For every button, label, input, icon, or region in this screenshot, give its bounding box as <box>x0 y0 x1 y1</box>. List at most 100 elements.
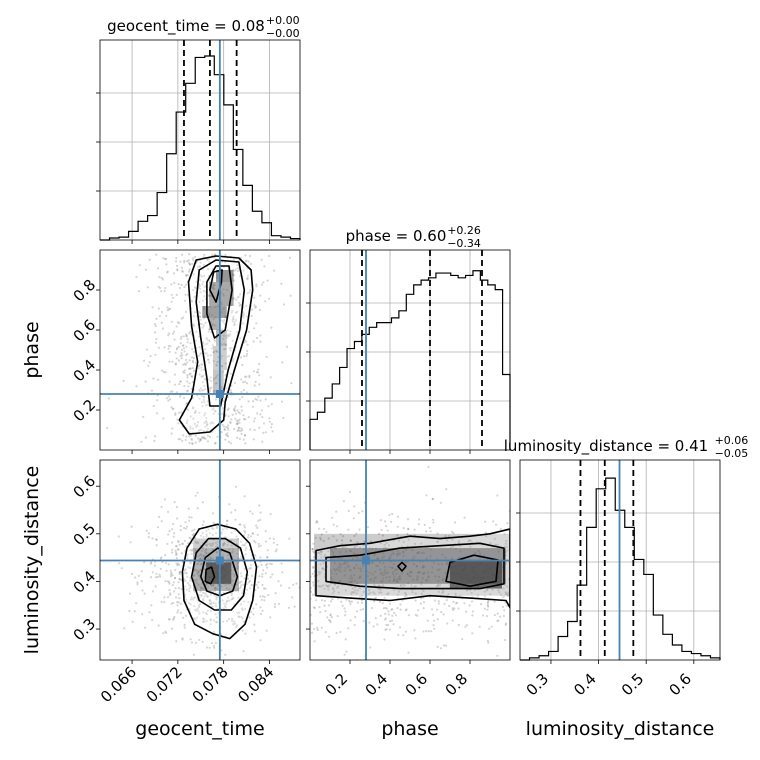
scatter-point <box>238 557 241 560</box>
scatter-point <box>190 437 193 440</box>
scatter-point <box>405 608 408 611</box>
scatter-point <box>159 287 162 290</box>
scatter-point <box>188 590 191 593</box>
scatter-point <box>164 580 167 583</box>
scatter-point <box>189 586 192 589</box>
scatter-point <box>200 323 203 326</box>
scatter-point <box>201 640 204 643</box>
scatter-point <box>180 352 183 355</box>
scatter-point <box>192 617 196 620</box>
scatter-point <box>195 582 198 585</box>
scatter-point <box>199 568 202 572</box>
scatter-point <box>209 600 212 603</box>
scatter-point <box>202 324 205 327</box>
scatter-point <box>162 370 166 374</box>
scatter-point <box>200 555 204 558</box>
histogram-luminosity_distance <box>520 477 721 661</box>
scatter-point <box>447 593 450 596</box>
scatter-point <box>145 348 148 351</box>
scatter-point <box>245 547 248 550</box>
scatter-point <box>356 582 359 585</box>
scatter-point <box>165 271 169 274</box>
scatter-point <box>177 548 180 551</box>
scatter-point <box>416 614 419 617</box>
scatter-point <box>191 533 194 536</box>
scatter-point <box>452 531 455 535</box>
scatter-point <box>155 538 158 541</box>
scatter-point <box>212 323 215 326</box>
scatter-point <box>316 521 319 524</box>
scatter-point <box>437 579 440 582</box>
scatter-point <box>381 574 385 577</box>
scatter-point <box>248 616 251 619</box>
scatter-point <box>351 587 354 590</box>
y-tick-label: 0.3 <box>70 615 100 645</box>
scatter-point <box>383 596 386 600</box>
scatter-point <box>175 391 178 394</box>
scatter-point <box>181 439 184 442</box>
scatter-point <box>177 593 180 596</box>
scatter-point <box>215 598 218 601</box>
scatter-point <box>146 286 149 289</box>
scatter-point <box>251 532 254 535</box>
scatter-point <box>208 389 212 393</box>
scatter-point <box>178 563 181 566</box>
scatter-point <box>212 378 215 381</box>
scatter-point <box>257 581 260 584</box>
scatter-point <box>159 575 162 578</box>
scatter-point <box>369 646 372 649</box>
scatter-point <box>227 557 230 561</box>
scatter-point <box>194 641 198 645</box>
scatter-point <box>204 412 207 415</box>
scatter-point <box>403 584 406 587</box>
scatter-point <box>190 516 193 519</box>
scatter-point <box>199 291 202 294</box>
scatter-point <box>230 311 233 314</box>
scatter-point <box>420 592 423 595</box>
scatter-point <box>216 328 219 332</box>
scatter-point <box>222 543 226 546</box>
scatter-point <box>235 419 238 422</box>
scatter-point <box>344 574 347 577</box>
scatter-point <box>252 420 256 423</box>
scatter-point <box>232 317 235 320</box>
scatter-point <box>258 374 261 377</box>
scatter-point <box>236 563 239 566</box>
scatter-point <box>238 421 241 424</box>
scatter-point <box>215 525 219 528</box>
scatter-point <box>163 289 166 292</box>
scatter-point <box>496 612 499 615</box>
scatter-point <box>243 434 246 437</box>
scatter-point <box>198 574 201 578</box>
scatter-point <box>437 563 440 566</box>
scatter-point <box>377 532 380 536</box>
scatter-point <box>280 562 283 565</box>
scatter-point <box>335 568 339 571</box>
scatter-point <box>468 539 471 542</box>
scatter-point <box>263 595 266 599</box>
scatter-point <box>209 422 212 425</box>
scatter-point <box>330 572 333 575</box>
scatter-point <box>335 510 338 513</box>
scatter-point <box>186 575 189 579</box>
scatter-point <box>448 604 451 608</box>
scatter-point <box>277 602 281 606</box>
scatter-point <box>496 654 499 657</box>
scatter-point <box>385 623 388 627</box>
scatter-point <box>160 310 163 314</box>
scatter-point <box>186 260 189 263</box>
scatter-point <box>202 263 205 266</box>
scatter-point <box>268 254 271 258</box>
scatter-point <box>389 620 392 623</box>
scatter-point <box>162 417 165 420</box>
scatter-point <box>348 599 351 602</box>
scatter-point <box>416 571 420 574</box>
scatter-point <box>186 338 189 341</box>
scatter-point <box>212 284 215 287</box>
scatter-point <box>442 666 444 668</box>
scatter-point <box>333 590 336 593</box>
scatter-point <box>451 619 454 622</box>
scatter-point <box>168 350 171 354</box>
scatter-point <box>289 294 292 297</box>
scatter-point <box>137 574 140 577</box>
